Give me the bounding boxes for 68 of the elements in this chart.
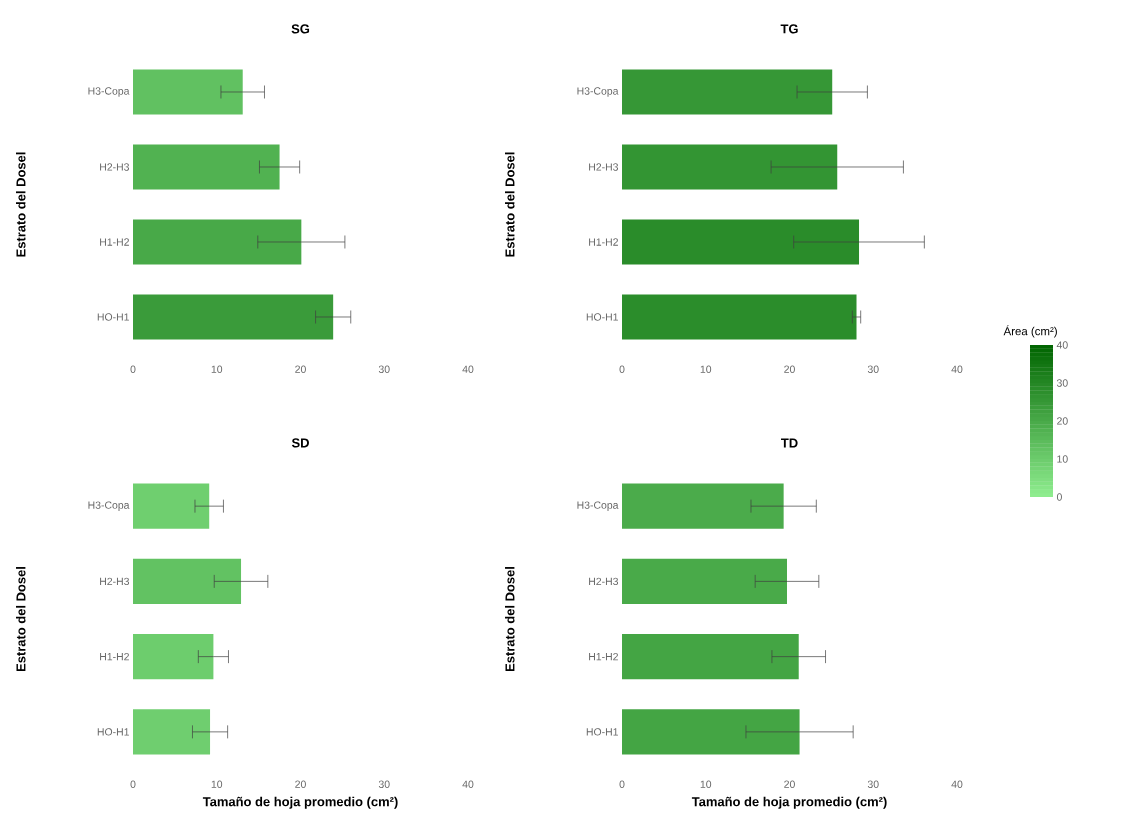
x-tick-label: 0 (619, 780, 625, 788)
x-tick-label: 40 (462, 780, 474, 788)
bar (133, 294, 334, 340)
bar (622, 709, 800, 755)
color-bar-label: 30 (1056, 379, 1068, 387)
x-tick-label: 20 (295, 365, 306, 373)
bar (622, 144, 838, 190)
y-tick-label: H2-H3 (100, 577, 130, 586)
color-bar-title: Área (cm²) (1003, 325, 1057, 338)
x-tick-label: 30 (867, 365, 879, 373)
y-tick-label: H1-H2 (589, 652, 618, 661)
x-tick-label: 10 (700, 780, 712, 788)
x-tick-label: 30 (867, 780, 879, 788)
y-tick-label: H1-H2 (100, 238, 129, 246)
x-tick-label: 30 (378, 365, 390, 373)
x-tick-label: 20 (784, 365, 795, 373)
y-axis-title: Estrato del Dosel (16, 567, 26, 672)
bar (133, 144, 280, 190)
bar (622, 219, 860, 265)
x-tick-label: 10 (211, 780, 223, 788)
x-tick-label: 40 (951, 780, 963, 788)
y-tick-label: H1-H2 (589, 238, 618, 246)
y-tick-label: H3-Copa (577, 87, 619, 97)
bar (622, 558, 787, 604)
x-tick-label: 0 (130, 365, 136, 373)
x-tick-label: 40 (462, 365, 474, 373)
bar (133, 69, 243, 115)
y-tick-label: H1-H2 (100, 652, 129, 661)
bar (622, 69, 833, 115)
y-tick-label: H2-H3 (100, 163, 130, 171)
y-axis-title: Estrato del Dosel (16, 152, 26, 257)
color-bar-label: 0 (1056, 493, 1062, 501)
y-tick-label: H2-H3 (589, 163, 619, 171)
color-bar-label: 40 (1056, 341, 1068, 349)
x-tick-label: 20 (295, 780, 306, 788)
y-tick-label: HO-H1 (586, 313, 618, 321)
x-tick-label: 0 (619, 365, 625, 373)
x-tick-label: 10 (700, 365, 712, 373)
x-tick-label: 0 (130, 780, 136, 788)
bar (622, 634, 799, 680)
bar (622, 483, 784, 529)
chart-title: TG (780, 24, 798, 34)
y-tick-label: H3-Copa (88, 501, 130, 511)
x-tick-label: 40 (951, 365, 963, 373)
y-tick-label: H3-Copa (577, 501, 619, 511)
x-axis-title: Tamaño de hoja promedio (cm²) (691, 796, 887, 809)
chart-title: SD (291, 438, 309, 448)
chart-title: SG (291, 24, 310, 34)
x-tick-label: 10 (211, 365, 223, 373)
chart-title: TD (781, 438, 798, 448)
y-axis-title: Estrato del Dosel (505, 152, 515, 257)
y-axis-title: Estrato del Dosel (505, 567, 515, 672)
bar (622, 294, 857, 340)
color-bar-label: 10 (1057, 455, 1068, 463)
bar (133, 558, 242, 604)
y-tick-label: H3-Copa (88, 87, 130, 97)
x-axis-title: Tamaño de hoja promedio (cm²) (202, 796, 398, 809)
y-tick-label: H2-H3 (589, 577, 619, 586)
y-tick-label: HO-H1 (97, 728, 129, 736)
y-tick-label: HO-H1 (586, 728, 618, 736)
bar (133, 634, 214, 680)
bar (133, 219, 302, 265)
bar (133, 709, 211, 755)
y-tick-label: HO-H1 (97, 313, 129, 321)
x-tick-label: 20 (784, 780, 795, 788)
color-bar-label: 20 (1057, 417, 1068, 425)
x-tick-label: 30 (378, 780, 390, 788)
bar (133, 483, 210, 529)
